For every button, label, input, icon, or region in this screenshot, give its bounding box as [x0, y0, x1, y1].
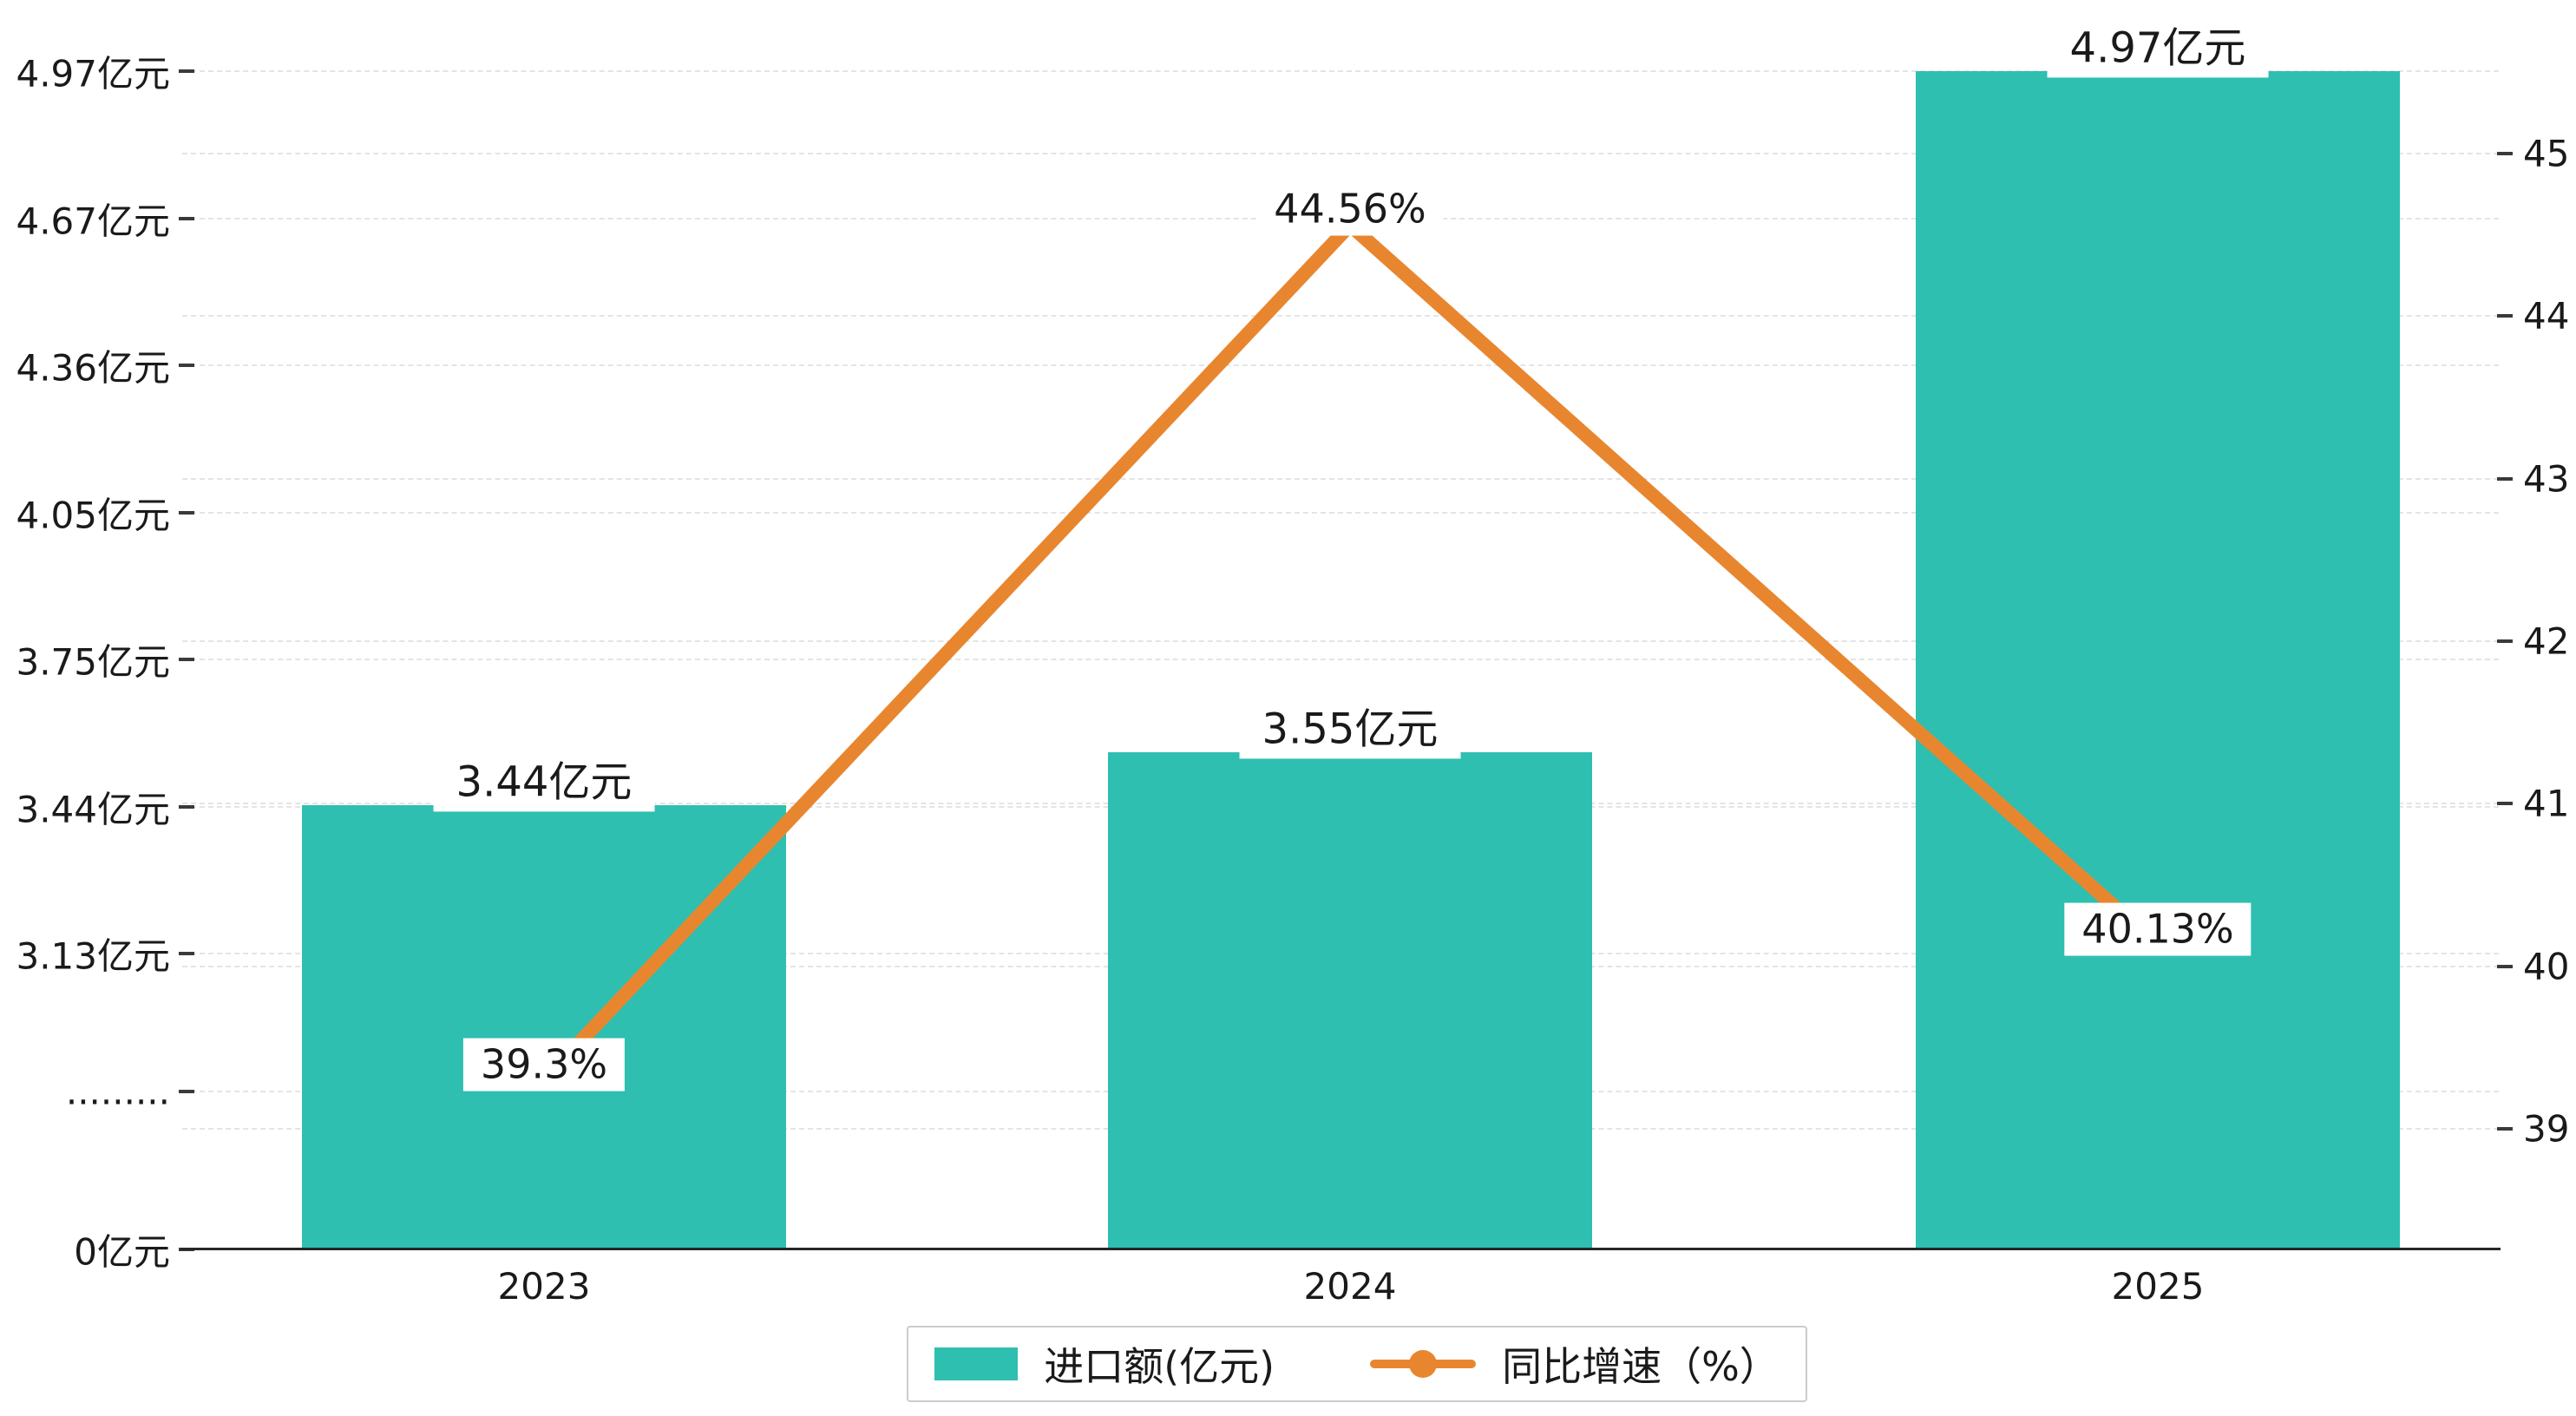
- left-axis-tick-label: 4.05亿元: [16, 494, 170, 536]
- bar-2023: [302, 804, 786, 1249]
- x-tick-label-2023: 2023: [497, 1265, 591, 1308]
- h-gridline: [182, 640, 2499, 642]
- left-axis-tick-mark: [179, 804, 194, 809]
- bar-legend-swatch-icon: [934, 1347, 1019, 1380]
- line-value-label-2023: 39.3%: [462, 1038, 626, 1092]
- left-axis-tick-mark: [179, 952, 194, 955]
- bar-2024: [1108, 751, 1592, 1249]
- bar-value-label-2024: 3.55亿元: [1239, 700, 1461, 759]
- right-axis-tick-label: 40: [2523, 945, 2570, 988]
- h-gridline: [182, 364, 2499, 366]
- line-value-label-2024: 44.56%: [1256, 182, 1444, 236]
- left-axis-tick-label: 3.13亿元: [16, 934, 170, 978]
- h-gridline: [182, 511, 2499, 514]
- right-axis-tick-mark: [2497, 639, 2513, 643]
- left-axis-tick-label: 4.97亿元: [16, 52, 170, 95]
- right-axis-tick-label: 43: [2523, 457, 2570, 501]
- right-axis-tick-label: 44: [2523, 294, 2570, 338]
- right-axis-tick-mark: [2497, 314, 2513, 318]
- left-axis-tick-label: 4.36亿元: [16, 346, 170, 390]
- right-axis-tick-mark: [2497, 964, 2513, 968]
- legend-label-growth-rate: 同比增速（%）: [1502, 1343, 1780, 1390]
- left-axis-tick-label: 4.67亿元: [16, 200, 170, 242]
- left-axis-tick-mark: [179, 510, 194, 515]
- right-axis-tick-mark: [2497, 476, 2513, 481]
- right-axis-tick-mark: [2497, 1127, 2513, 1131]
- h-gridline: [182, 70, 2499, 72]
- right-axis-tick-mark: [2497, 802, 2513, 806]
- right-axis-tick-label: 42: [2523, 620, 2570, 663]
- left-axis-tick-label: .........: [65, 1070, 170, 1113]
- x-axis-line: [180, 1248, 2501, 1250]
- left-axis-tick-label: 0亿元: [74, 1230, 170, 1274]
- left-axis-tick-mark: [179, 364, 194, 367]
- h-gridline: [182, 315, 2499, 318]
- x-tick-label-2024: 2024: [1303, 1265, 1397, 1308]
- line-value-label-2025: 40.13%: [2064, 902, 2252, 956]
- left-axis-tick-label: 3.75亿元: [16, 640, 170, 684]
- legend-label-import-value: 进口额(亿元): [1044, 1343, 1275, 1390]
- right-axis-tick-label: 39: [2523, 1107, 2570, 1150]
- h-gridline: [182, 477, 2499, 480]
- h-gridline: [182, 153, 2499, 155]
- line-legend-swatch-icon: [1370, 1347, 1477, 1380]
- bar-value-label-2023: 3.44亿元: [433, 753, 655, 812]
- line-dot-icon: [1409, 1350, 1438, 1378]
- left-axis-tick-mark: [179, 1090, 194, 1093]
- right-axis-tick-label: 45: [2523, 132, 2570, 175]
- right-axis-tick-mark: [2497, 152, 2513, 156]
- right-axis-tick-label: 41: [2523, 782, 2570, 825]
- left-axis-tick-mark: [179, 216, 194, 220]
- legend-item-growth-rate[interactable]: 同比增速（%）: [1370, 1335, 1780, 1393]
- bar-value-label-2025: 4.97亿元: [2047, 19, 2269, 78]
- left-axis-tick-label: 3.44亿元: [16, 788, 170, 830]
- bar-2025: [1916, 71, 2400, 1249]
- left-axis-tick-mark: [179, 658, 194, 661]
- h-gridline: [182, 659, 2499, 660]
- legend-item-import-value[interactable]: 进口额(亿元): [934, 1335, 1275, 1393]
- left-axis-tick-mark: [179, 69, 194, 73]
- legend: 进口额(亿元) 同比增速（%）: [907, 1326, 1807, 1402]
- x-tick-label-2025: 2025: [2111, 1265, 2205, 1308]
